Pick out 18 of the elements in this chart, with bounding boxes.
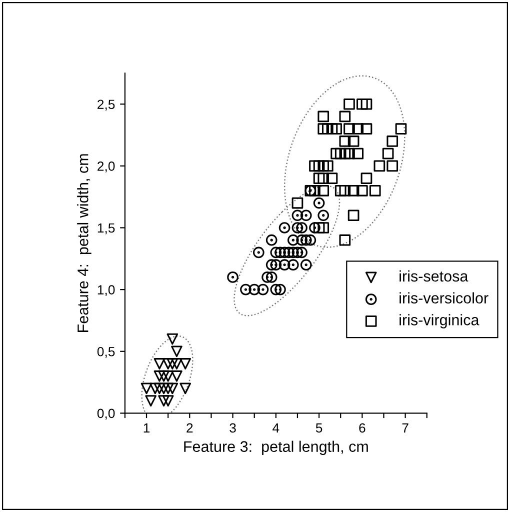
x-axis-title: Feature 3: petal length, cm [184,440,368,456]
y-tick-label: 1,0 [98,285,115,296]
x-tick-label: 6 [359,423,366,433]
y-tick-label: 2,5 [98,100,115,111]
y-tick-label: 1,5 [98,223,115,234]
y-tick-label: 0,0 [97,408,115,420]
x-tick-label: 1 [144,423,150,432]
legend-label: iris-virginica [400,314,480,328]
y-axis-title: Feature 4: petal width, cm [77,154,92,332]
legend-label: iris-setosa [400,270,468,282]
x-tick-label: 5 [316,423,322,433]
legend-label: iris-versicolor [400,292,488,304]
x-tick-label: 3 [230,423,236,433]
y-tick-label: 2,0 [98,162,115,172]
x-tick-label: 7 [402,423,408,432]
x-tick-label: 4 [272,423,280,432]
x-tick-label: 2 [186,423,193,432]
y-tick-label: 0,5 [97,346,115,358]
